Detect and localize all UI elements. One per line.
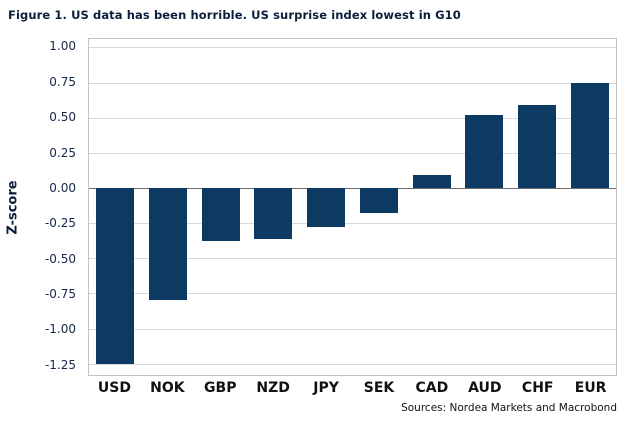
gridline [89, 47, 616, 49]
zero-gridline [89, 188, 616, 190]
x-label-chf: CHF [521, 380, 554, 396]
bar-cad [412, 175, 451, 188]
y-tick-label: -1.00 [44, 322, 76, 337]
x-label-eur: EUR [574, 380, 607, 396]
x-label-sek: SEK [363, 380, 395, 396]
y-tick-label: 0.00 [49, 180, 76, 195]
bar-nzd [254, 188, 293, 239]
y-tick-label: -0.75 [44, 286, 76, 301]
bar-usd [96, 188, 135, 364]
bar-sek [359, 188, 398, 214]
bar-chf [517, 105, 556, 188]
figure-title: Figure 1. US data has been horrible. US … [8, 8, 461, 22]
gridline [89, 117, 616, 119]
gridline [89, 258, 616, 260]
x-label-usd: USD [97, 380, 131, 396]
y-axis-title: Z-score [2, 38, 24, 376]
y-tick-label: -0.25 [44, 216, 76, 231]
x-axis-labels: USD NOK GBP NZD JPY SEK CAD AUD CHF EUR [88, 380, 617, 396]
y-tick-label: -1.25 [44, 357, 76, 372]
source-attribution: Sources: Nordea Markets and Macrobond [401, 402, 617, 414]
x-label-nzd: NZD [256, 380, 290, 396]
y-axis-tick-labels: 1.00 0.75 0.50 0.25 0.00 -0.25 -0.50 -0.75 -1.00… [24, 38, 82, 376]
bar-jpy [307, 188, 346, 228]
bar-gbp [201, 188, 240, 242]
x-label-gbp: GBP [204, 380, 237, 396]
plot-area [88, 38, 617, 376]
bar-nok [149, 188, 187, 301]
bar-eur [570, 82, 609, 189]
y-tick-label: 0.75 [49, 74, 76, 89]
gridline [89, 223, 616, 225]
x-label-cad: CAD [415, 380, 449, 396]
y-tick-label: 0.25 [49, 145, 76, 160]
y-tick-label: 1.00 [49, 39, 76, 54]
bar-aud [465, 114, 504, 188]
gridline [89, 363, 616, 365]
gridline [89, 82, 616, 84]
y-axis-title-text: Z-score [5, 179, 21, 235]
x-label-aud: AUD [468, 380, 502, 396]
gridline [89, 328, 616, 330]
x-label-nok: NOK [150, 380, 185, 396]
x-label-jpy: JPY [313, 380, 339, 396]
y-tick-label: -0.50 [44, 251, 76, 266]
y-tick-label: 0.50 [49, 110, 76, 125]
gridline [89, 152, 616, 154]
gridline [89, 293, 616, 295]
